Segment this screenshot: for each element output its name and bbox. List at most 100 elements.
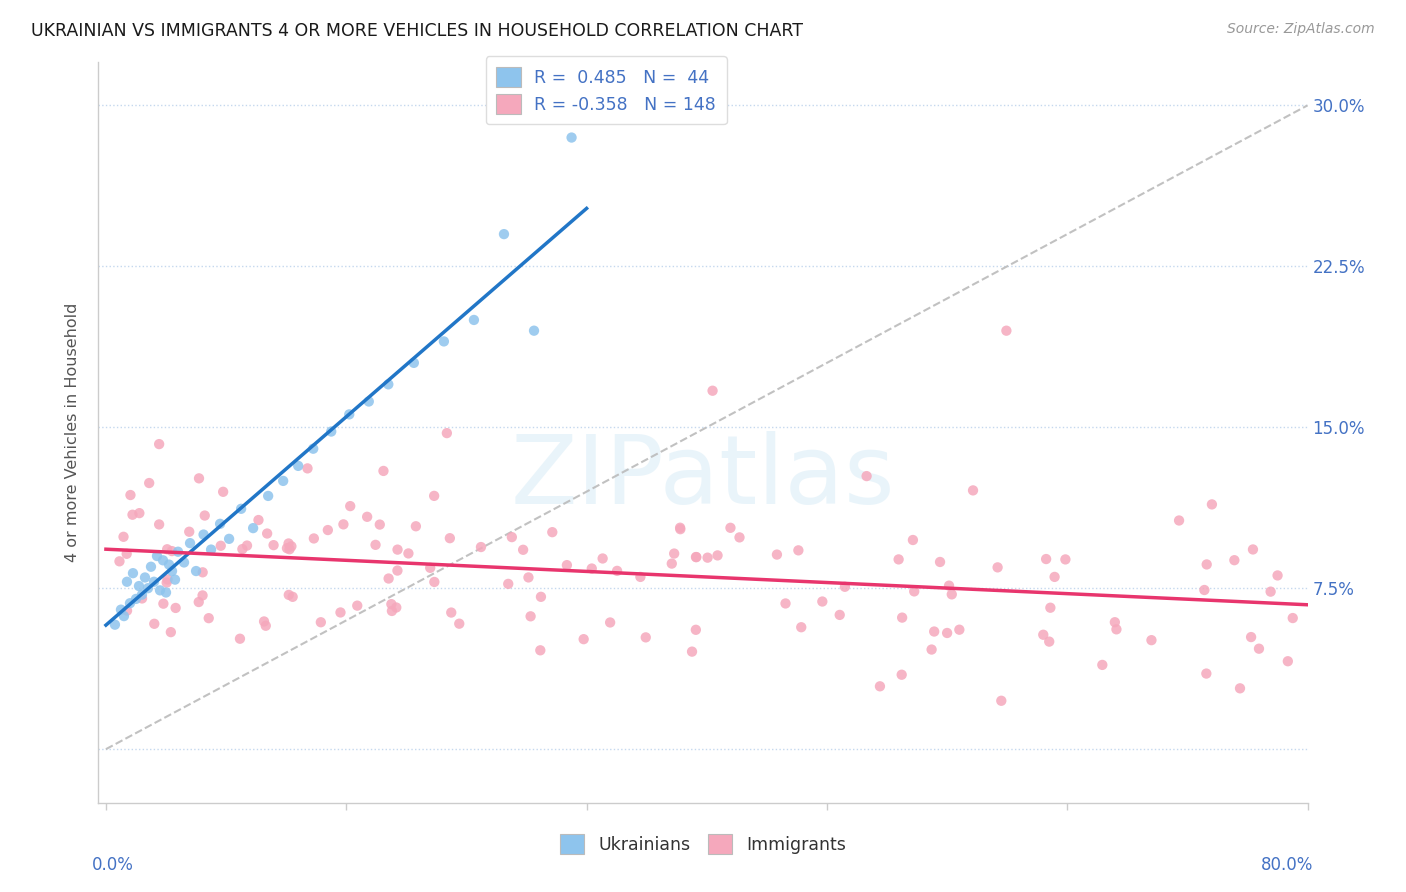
Point bbox=[887, 552, 910, 566]
Point bbox=[200, 542, 222, 557]
Point bbox=[941, 587, 963, 601]
Point bbox=[188, 471, 211, 485]
Point bbox=[1260, 584, 1282, 599]
Point bbox=[332, 517, 354, 532]
Point bbox=[148, 437, 170, 451]
Point bbox=[811, 594, 834, 608]
Point bbox=[530, 590, 553, 604]
Point bbox=[179, 536, 201, 550]
Point bbox=[131, 588, 153, 602]
Point bbox=[120, 488, 142, 502]
Point bbox=[419, 561, 441, 575]
Y-axis label: 4 or more Vehicles in Household: 4 or more Vehicles in Household bbox=[65, 303, 80, 562]
Point bbox=[187, 595, 209, 609]
Point bbox=[775, 597, 797, 611]
Point bbox=[541, 525, 564, 540]
Point bbox=[280, 539, 302, 553]
Point bbox=[139, 559, 162, 574]
Point bbox=[191, 566, 214, 580]
Point bbox=[936, 626, 959, 640]
Point bbox=[148, 517, 170, 532]
Point bbox=[155, 585, 177, 599]
Text: ZIPatlas: ZIPatlas bbox=[510, 431, 896, 524]
Point bbox=[1035, 552, 1057, 566]
Point bbox=[287, 458, 309, 473]
Text: Source: ZipAtlas.com: Source: ZipAtlas.com bbox=[1227, 22, 1375, 37]
Point bbox=[555, 558, 578, 573]
Point bbox=[278, 542, 301, 557]
Point bbox=[122, 566, 145, 581]
Point bbox=[987, 560, 1010, 574]
Point bbox=[253, 615, 276, 629]
Point bbox=[423, 574, 446, 589]
Point bbox=[112, 530, 135, 544]
Point bbox=[501, 530, 523, 544]
Point bbox=[242, 521, 264, 535]
Point bbox=[356, 509, 378, 524]
Legend: Ukrainians, Immigrants: Ukrainians, Immigrants bbox=[553, 827, 853, 861]
Point bbox=[184, 564, 207, 578]
Point bbox=[387, 542, 409, 557]
Point bbox=[146, 549, 169, 563]
Point bbox=[1168, 514, 1191, 528]
Point bbox=[628, 570, 651, 584]
Point bbox=[231, 542, 253, 557]
Point bbox=[277, 536, 299, 550]
Point bbox=[380, 597, 402, 611]
Point bbox=[523, 324, 546, 338]
Point bbox=[143, 574, 166, 589]
Point bbox=[512, 542, 534, 557]
Point bbox=[396, 546, 419, 560]
Point bbox=[903, 584, 925, 599]
Point bbox=[346, 599, 368, 613]
Point bbox=[212, 484, 235, 499]
Point bbox=[529, 643, 551, 657]
Point bbox=[209, 539, 232, 553]
Point bbox=[720, 521, 742, 535]
Point bbox=[128, 506, 150, 520]
Point bbox=[463, 313, 485, 327]
Point bbox=[156, 573, 179, 587]
Point bbox=[606, 564, 628, 578]
Point bbox=[581, 561, 603, 575]
Point bbox=[309, 615, 332, 630]
Point bbox=[1091, 657, 1114, 672]
Point bbox=[193, 527, 215, 541]
Point bbox=[194, 508, 217, 523]
Point bbox=[855, 469, 877, 483]
Point bbox=[405, 519, 427, 533]
Point bbox=[1140, 633, 1163, 648]
Point bbox=[368, 517, 391, 532]
Point bbox=[962, 483, 984, 498]
Point bbox=[1267, 568, 1289, 582]
Point bbox=[834, 580, 856, 594]
Point bbox=[1104, 615, 1126, 630]
Point bbox=[696, 550, 718, 565]
Point bbox=[1240, 630, 1263, 644]
Point bbox=[1105, 623, 1128, 637]
Point bbox=[385, 600, 408, 615]
Point bbox=[439, 531, 461, 545]
Point bbox=[891, 610, 914, 624]
Point bbox=[1195, 558, 1218, 572]
Point bbox=[134, 570, 156, 584]
Point bbox=[247, 513, 270, 527]
Point bbox=[115, 604, 138, 618]
Point bbox=[869, 679, 891, 693]
Point bbox=[1032, 628, 1054, 642]
Point bbox=[1247, 641, 1270, 656]
Point bbox=[128, 579, 150, 593]
Point bbox=[929, 555, 952, 569]
Point bbox=[440, 606, 463, 620]
Point bbox=[173, 556, 195, 570]
Point bbox=[948, 623, 970, 637]
Point bbox=[1195, 666, 1218, 681]
Point bbox=[1194, 582, 1216, 597]
Point bbox=[302, 532, 325, 546]
Point bbox=[143, 616, 166, 631]
Point bbox=[517, 570, 540, 584]
Point bbox=[125, 591, 148, 606]
Point bbox=[277, 588, 299, 602]
Point bbox=[357, 394, 380, 409]
Point bbox=[373, 464, 395, 478]
